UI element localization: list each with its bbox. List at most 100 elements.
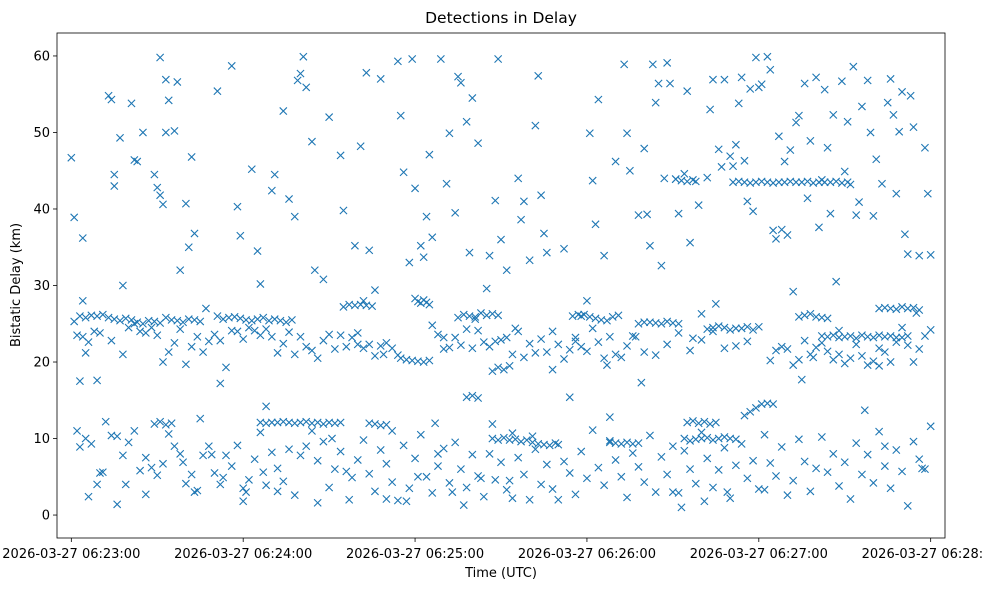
data-point (370, 487, 379, 496)
data-point (95, 328, 104, 337)
data-point (528, 432, 537, 441)
data-point (849, 62, 858, 71)
data-point (138, 319, 147, 328)
data-point (611, 157, 620, 166)
data-point (774, 178, 783, 187)
data-point (729, 162, 738, 171)
data-point (812, 73, 821, 82)
data-point (663, 470, 672, 479)
data-point (505, 361, 514, 370)
data-point (302, 442, 311, 451)
data-point (121, 480, 130, 489)
data-point (210, 468, 219, 477)
data-point (915, 251, 924, 260)
data-point (634, 319, 643, 328)
data-point (468, 450, 477, 459)
data-point (640, 318, 649, 327)
data-point (525, 256, 534, 265)
data-point (660, 174, 669, 183)
data-point (774, 132, 783, 141)
data-point (855, 198, 864, 207)
data-point (554, 340, 563, 349)
data-point (70, 213, 79, 222)
data-point (628, 332, 637, 340)
data-point (290, 491, 299, 500)
data-point (666, 79, 674, 88)
data-point (846, 332, 855, 340)
data-point (605, 436, 614, 445)
data-point (173, 77, 182, 86)
data-point (565, 468, 574, 477)
data-point (623, 438, 632, 447)
data-point (554, 495, 563, 504)
data-point (187, 342, 196, 351)
data-point (671, 175, 680, 184)
data-point (886, 484, 895, 493)
data-point (883, 98, 892, 107)
data-point (766, 459, 775, 468)
data-point (219, 315, 228, 324)
data-point (267, 448, 276, 457)
data-point (582, 347, 591, 356)
data-point (657, 452, 666, 461)
data-point (491, 196, 500, 205)
data-point (161, 75, 170, 84)
data-point (780, 157, 789, 166)
data-point (353, 455, 362, 464)
chart-title: Detections in Delay (425, 9, 577, 27)
data-point (359, 436, 368, 445)
data-point (502, 266, 511, 275)
data-point (181, 360, 190, 369)
data-point (794, 312, 803, 321)
data-point (462, 483, 471, 492)
data-point (497, 235, 505, 244)
data-point (875, 361, 884, 370)
data-point (227, 462, 236, 471)
data-point (720, 75, 729, 84)
data-point (717, 162, 726, 171)
data-point (789, 476, 798, 485)
data-point (832, 177, 841, 186)
data-point (348, 333, 357, 342)
data-point (531, 348, 540, 357)
data-point (542, 460, 551, 469)
data-point (602, 361, 611, 370)
data-point (230, 312, 239, 321)
data-point (413, 472, 422, 481)
data-point (451, 438, 460, 447)
data-point (270, 170, 279, 179)
data-point (213, 87, 222, 96)
data-point (342, 342, 351, 351)
data-point (915, 305, 924, 314)
data-point (903, 250, 912, 259)
data-point (190, 315, 199, 324)
data-point (388, 344, 397, 353)
data-point (886, 74, 895, 83)
data-point (823, 347, 832, 356)
data-point (880, 348, 889, 357)
y-tick-label: 20 (33, 356, 50, 371)
data-point (425, 150, 434, 159)
data-point (379, 350, 388, 359)
data-point (336, 418, 345, 427)
data-point (519, 470, 528, 479)
data-point (459, 501, 468, 510)
data-point (216, 379, 225, 388)
data-point (216, 336, 225, 345)
data-point (700, 417, 709, 426)
data-point (565, 345, 574, 354)
data-point (425, 356, 434, 365)
data-point (763, 52, 772, 61)
data-point (792, 178, 801, 187)
data-point (740, 411, 749, 420)
data-point (181, 479, 190, 488)
data-point (829, 110, 838, 119)
data-point (731, 140, 740, 149)
data-point (262, 402, 271, 411)
data-point (651, 488, 660, 497)
data-point (892, 305, 901, 314)
data-point (499, 433, 508, 442)
data-point (720, 323, 729, 332)
data-point (353, 328, 362, 337)
data-point (359, 296, 368, 305)
